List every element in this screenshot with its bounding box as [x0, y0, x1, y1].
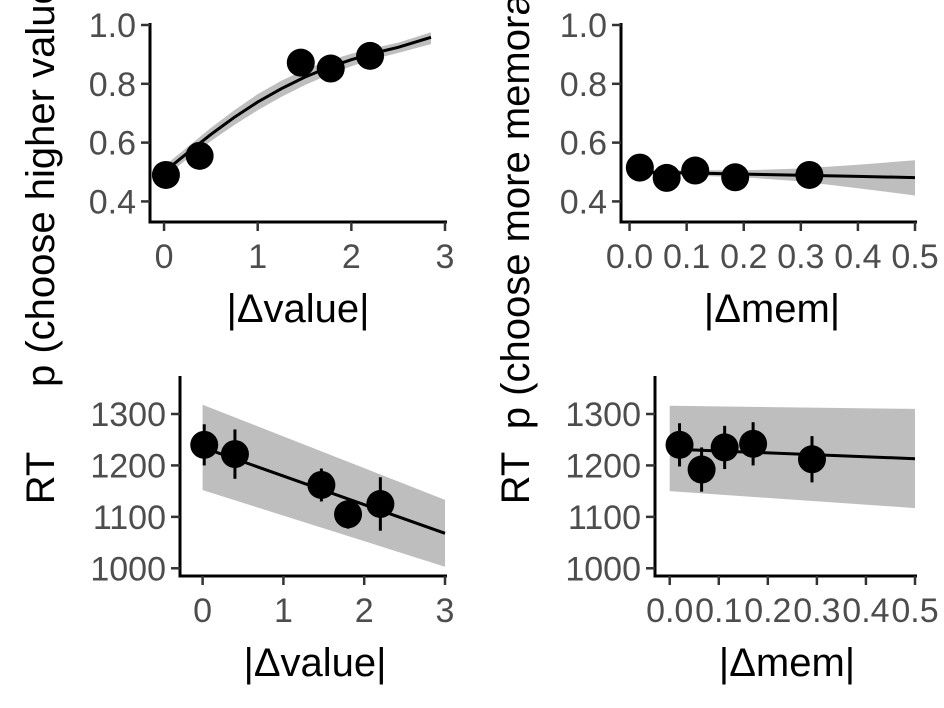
- y-tick-label: 0.6: [89, 125, 136, 163]
- data-point: [795, 160, 824, 189]
- y-tick-label: 0.8: [89, 66, 136, 104]
- data-points: [190, 424, 395, 531]
- x-axis-title: |Δmem|: [719, 641, 855, 685]
- data-point: [739, 429, 768, 458]
- y-tick-label: 0.4: [560, 183, 607, 221]
- x-tick-label: 1: [248, 238, 267, 276]
- data-point: [307, 470, 336, 499]
- x-axis-title: |Δvalue|: [226, 287, 369, 331]
- y-tick-label: 1200: [90, 447, 166, 485]
- data-point: [721, 163, 750, 192]
- data-point: [625, 153, 654, 182]
- axes: 0.0 0.1 0.2 0.3 0.4 0.5 0.4 0.6 0.8 1.0: [560, 7, 939, 276]
- data-points: [625, 153, 824, 192]
- x-tick-label: 0.3: [777, 238, 824, 276]
- data-point: [681, 156, 710, 185]
- y-tick-label: 0.8: [560, 66, 607, 104]
- y-tick-label: 1.0: [560, 7, 607, 45]
- x-tick-label: 0.0: [606, 238, 653, 276]
- y-axis-title: RT: [19, 452, 63, 505]
- x-tick-label: 0.3: [793, 592, 840, 630]
- data-point: [286, 48, 315, 77]
- data-point: [316, 54, 345, 83]
- y-tick-label: 1300: [565, 396, 641, 434]
- y-tick-label: 1100: [568, 499, 641, 537]
- data-points: [151, 41, 385, 189]
- x-tick-label: 0.4: [842, 592, 889, 630]
- y-axis-title: p (choose higher value): [19, 0, 63, 387]
- data-point: [710, 433, 739, 462]
- x-tick-label: 3: [436, 592, 455, 630]
- x-tick-label: 0.5: [891, 238, 938, 276]
- panel-value-rt: 0 1 2 3 1000 1100 1200 1300 |Δvalue| RT: [19, 376, 454, 685]
- x-tick-label: 2: [342, 238, 361, 276]
- data-point: [652, 163, 681, 192]
- y-tick-label: 1.0: [89, 7, 136, 45]
- x-tick-label: 0.2: [720, 238, 767, 276]
- x-axis-title: |Δmem|: [704, 287, 840, 331]
- x-tick-label: 3: [436, 238, 455, 276]
- x-tick-label: 0.1: [695, 592, 742, 630]
- y-tick-label: 1300: [90, 396, 166, 434]
- panel-mem-rt: 0.0 0.1 0.2 0.3 0.4 0.5 1000 1100 1200 1300 |Δmem…: [494, 376, 939, 685]
- data-points: [665, 422, 826, 492]
- panel-value-choice: 0 1 2 3 0.4 0.6 0.8 1.0 |Δvalue| p (choose high…: [19, 0, 454, 387]
- x-tick-label: 0.0: [646, 592, 693, 630]
- fit-line: [669, 447, 916, 461]
- x-tick-label: 0.1: [663, 238, 710, 276]
- data-point: [151, 160, 180, 189]
- data-point: [185, 141, 214, 170]
- x-tick-label: 0.2: [744, 592, 791, 630]
- data-point: [190, 430, 219, 459]
- x-tick-label: 0.4: [834, 238, 881, 276]
- x-tick-label: 1: [274, 592, 293, 630]
- y-tick-label: 0.4: [89, 183, 136, 221]
- data-point: [334, 500, 363, 529]
- y-tick-label: 1000: [90, 550, 166, 588]
- data-point: [366, 490, 395, 518]
- data-point: [797, 445, 826, 474]
- panel-mem-choice: 0.0 0.1 0.2 0.3 0.4 0.5 0.4 0.6 0.8 1.0 |Δmem| p …: [494, 0, 939, 429]
- y-tick-label: 1200: [565, 447, 641, 485]
- data-point: [220, 440, 249, 469]
- confidence-ribbon: [629, 160, 915, 196]
- axes: 0.0 0.1 0.2 0.3 0.4 0.5 1000 1100 1200 1300: [565, 376, 939, 630]
- confidence-ribbon: [669, 405, 915, 509]
- x-axis-title: |Δvalue|: [243, 641, 386, 685]
- x-tick-label: 0.5: [891, 592, 938, 630]
- axes: 0 1 2 3 1000 1100 1200 1300: [90, 376, 454, 630]
- y-tick-label: 0.6: [560, 125, 607, 163]
- x-tick-label: 2: [355, 592, 374, 630]
- x-tick-label: 0: [193, 592, 212, 630]
- y-axis-title: p (choose more memorable): [494, 0, 538, 429]
- y-tick-label: 1000: [565, 550, 641, 588]
- data-point: [356, 41, 385, 70]
- data-point: [687, 455, 716, 484]
- y-tick-label: 1100: [93, 499, 166, 537]
- axes: 0 1 2 3 0.4 0.6 0.8 1.0: [89, 7, 455, 276]
- y-axis-title: RT: [494, 452, 538, 505]
- x-tick-label: 0: [155, 238, 174, 276]
- data-point: [665, 430, 694, 459]
